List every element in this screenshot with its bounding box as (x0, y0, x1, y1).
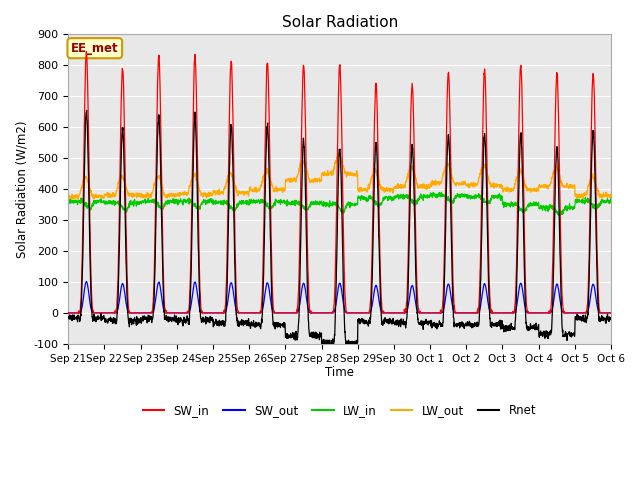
Text: EE_met: EE_met (71, 42, 118, 55)
X-axis label: Time: Time (325, 366, 354, 379)
Y-axis label: Solar Radiation (W/m2): Solar Radiation (W/m2) (15, 120, 28, 258)
Title: Solar Radiation: Solar Radiation (282, 15, 398, 30)
Legend: SW_in, SW_out, LW_in, LW_out, Rnet: SW_in, SW_out, LW_in, LW_out, Rnet (138, 399, 541, 422)
